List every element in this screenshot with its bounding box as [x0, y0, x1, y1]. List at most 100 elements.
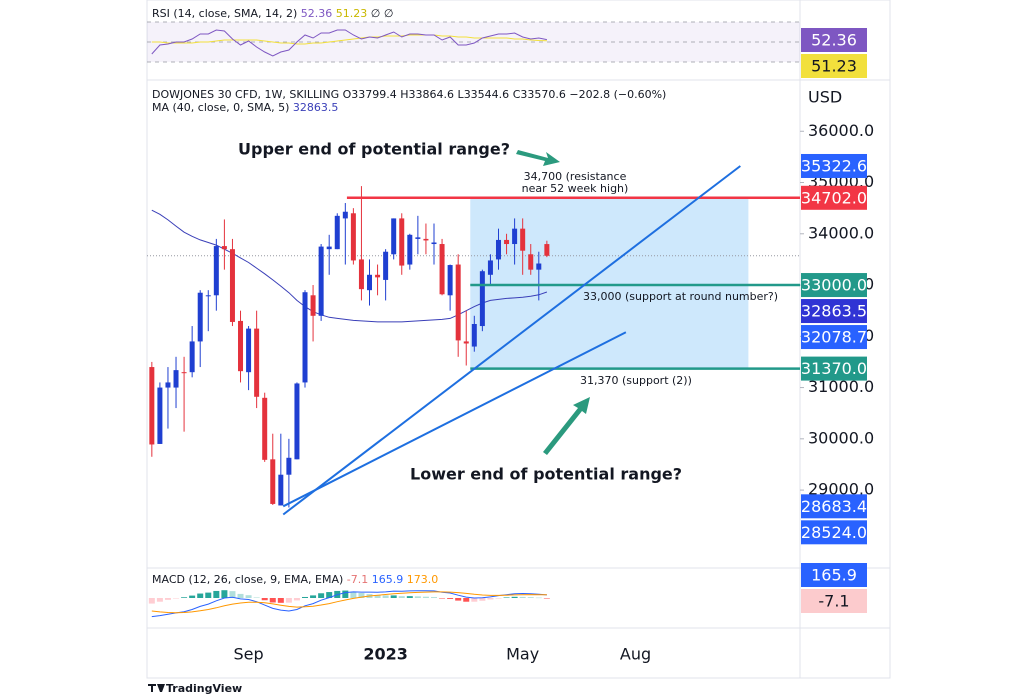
candle-body [205, 295, 211, 297]
symbol-legend: DOWJONES 30 CFD, 1W, SKILLING O33799.4 H… [152, 88, 666, 101]
price-badge [801, 589, 867, 613]
macd-hist-bar [495, 598, 502, 599]
macd-hist-bar [189, 595, 196, 598]
macd-hist-bar [543, 598, 550, 599]
macd-hist-bar [269, 598, 276, 603]
macd-hist-bar [519, 596, 526, 598]
price-badge [801, 563, 867, 587]
macd-hist-bar [422, 596, 429, 598]
brand-logo [148, 684, 165, 692]
rsi-legend: RSI (14, close, SMA, 14, 2) 52.36 51.23 … [152, 7, 393, 20]
candle-body [367, 274, 373, 291]
high-value: 33864.6 [409, 88, 455, 101]
candle-body [197, 292, 203, 342]
candle-body [375, 274, 381, 278]
annotation: 31,370 (support (2)) [580, 374, 692, 387]
chart-frame [146, 0, 891, 679]
price-badge [801, 325, 867, 350]
price-badge-label: 34702.0 [801, 188, 867, 207]
candle-body [463, 341, 469, 344]
price-axis: 36000.035000.034000.033000.032000.031000… [800, 28, 874, 613]
arrow [543, 397, 590, 455]
macd-pane [148, 590, 550, 618]
y-tick-label: 34000.0 [808, 223, 874, 242]
candle-body [246, 328, 252, 373]
price-badge-label: 28683.4 [801, 497, 867, 516]
macd-hist-bar [430, 597, 437, 598]
ma-name: MA (40, close, 0, SMA, 5) [152, 101, 289, 114]
macd-hist-bar [181, 597, 188, 598]
macd-hist-bar [511, 596, 518, 598]
macd-hist-bar [382, 595, 389, 598]
macd-hist-bar [414, 596, 421, 598]
candle-body [310, 295, 316, 316]
annotation: near 52 week high) [522, 182, 629, 195]
trend-line [282, 331, 627, 508]
macd-hist-bar [439, 598, 446, 599]
trend-line [282, 165, 741, 516]
price-badge-label: 31370.0 [801, 359, 867, 378]
macd-hist-bar [302, 596, 309, 598]
candle-body [350, 213, 356, 261]
macd-hist-bar [237, 593, 244, 598]
ohlc-prefix: C [513, 88, 521, 101]
macd-hist-bar [197, 593, 204, 598]
currency-label: USD [808, 88, 842, 107]
candle-body [294, 383, 300, 460]
candle-body [391, 218, 397, 255]
candle-body [286, 457, 292, 475]
candle-body [544, 244, 550, 256]
candle-body [157, 387, 163, 444]
x-tick-label: Aug [620, 645, 651, 664]
macd-hist-bar [326, 592, 333, 598]
candle-body [221, 246, 227, 250]
candle-body [262, 397, 268, 460]
macd-hist-bar [479, 598, 486, 601]
annotation: Lower end of potential range? [410, 465, 682, 484]
candle-body [383, 251, 389, 280]
macd-hist-bar [374, 595, 381, 598]
signal-line [151, 591, 547, 614]
rsi-name: RSI (14, close, SMA, 14, 2) [152, 7, 297, 20]
macd-hist-bar [310, 595, 317, 598]
macd-hist-bar [293, 598, 300, 601]
price-badge-label: 35322.6 [801, 156, 867, 175]
price-badge [801, 54, 867, 78]
macd-hist-bar [221, 590, 228, 598]
macd-hist-bar [390, 595, 397, 598]
rsi-extra: ∅ ∅ [371, 7, 394, 20]
signal-value: 173.0 [407, 573, 439, 586]
macd-hist-bar [261, 598, 268, 601]
macd-hist-bar [173, 598, 180, 599]
macd-value: 165.9 [372, 573, 404, 586]
macd-hist-bar [213, 590, 220, 598]
price-badge-label: 32863.5 [801, 302, 867, 321]
price-badge [801, 299, 867, 324]
ohlc-prefix: L [458, 88, 465, 101]
macd-line [151, 590, 547, 618]
close-value: 33570.6 [520, 88, 566, 101]
macd-hist-bar [398, 596, 405, 598]
range-box [470, 197, 749, 369]
candle-body [423, 238, 429, 241]
ma-value: 32863.5 [293, 101, 339, 114]
y-tick-label: 31000.0 [808, 377, 874, 396]
candle-body [471, 324, 477, 347]
price-badge [801, 494, 867, 519]
rsi-sma-line [151, 34, 547, 45]
macd-hist-bar [342, 590, 349, 598]
candle-body [302, 292, 308, 383]
rsi-pane [147, 21, 800, 63]
candle-body [165, 382, 171, 388]
macd-hist-bar [318, 593, 325, 598]
macd-hist-bar [358, 592, 365, 598]
candle-body [326, 246, 332, 250]
open-value: 33799.4 [351, 88, 397, 101]
macd-hist-bar [503, 597, 510, 598]
y-tick-label: 30000.0 [808, 428, 874, 447]
price-badge-label: 32078.7 [801, 328, 867, 347]
candle-body [487, 260, 493, 275]
ohlc-prefix: O [343, 88, 352, 101]
candle-body [181, 372, 187, 374]
